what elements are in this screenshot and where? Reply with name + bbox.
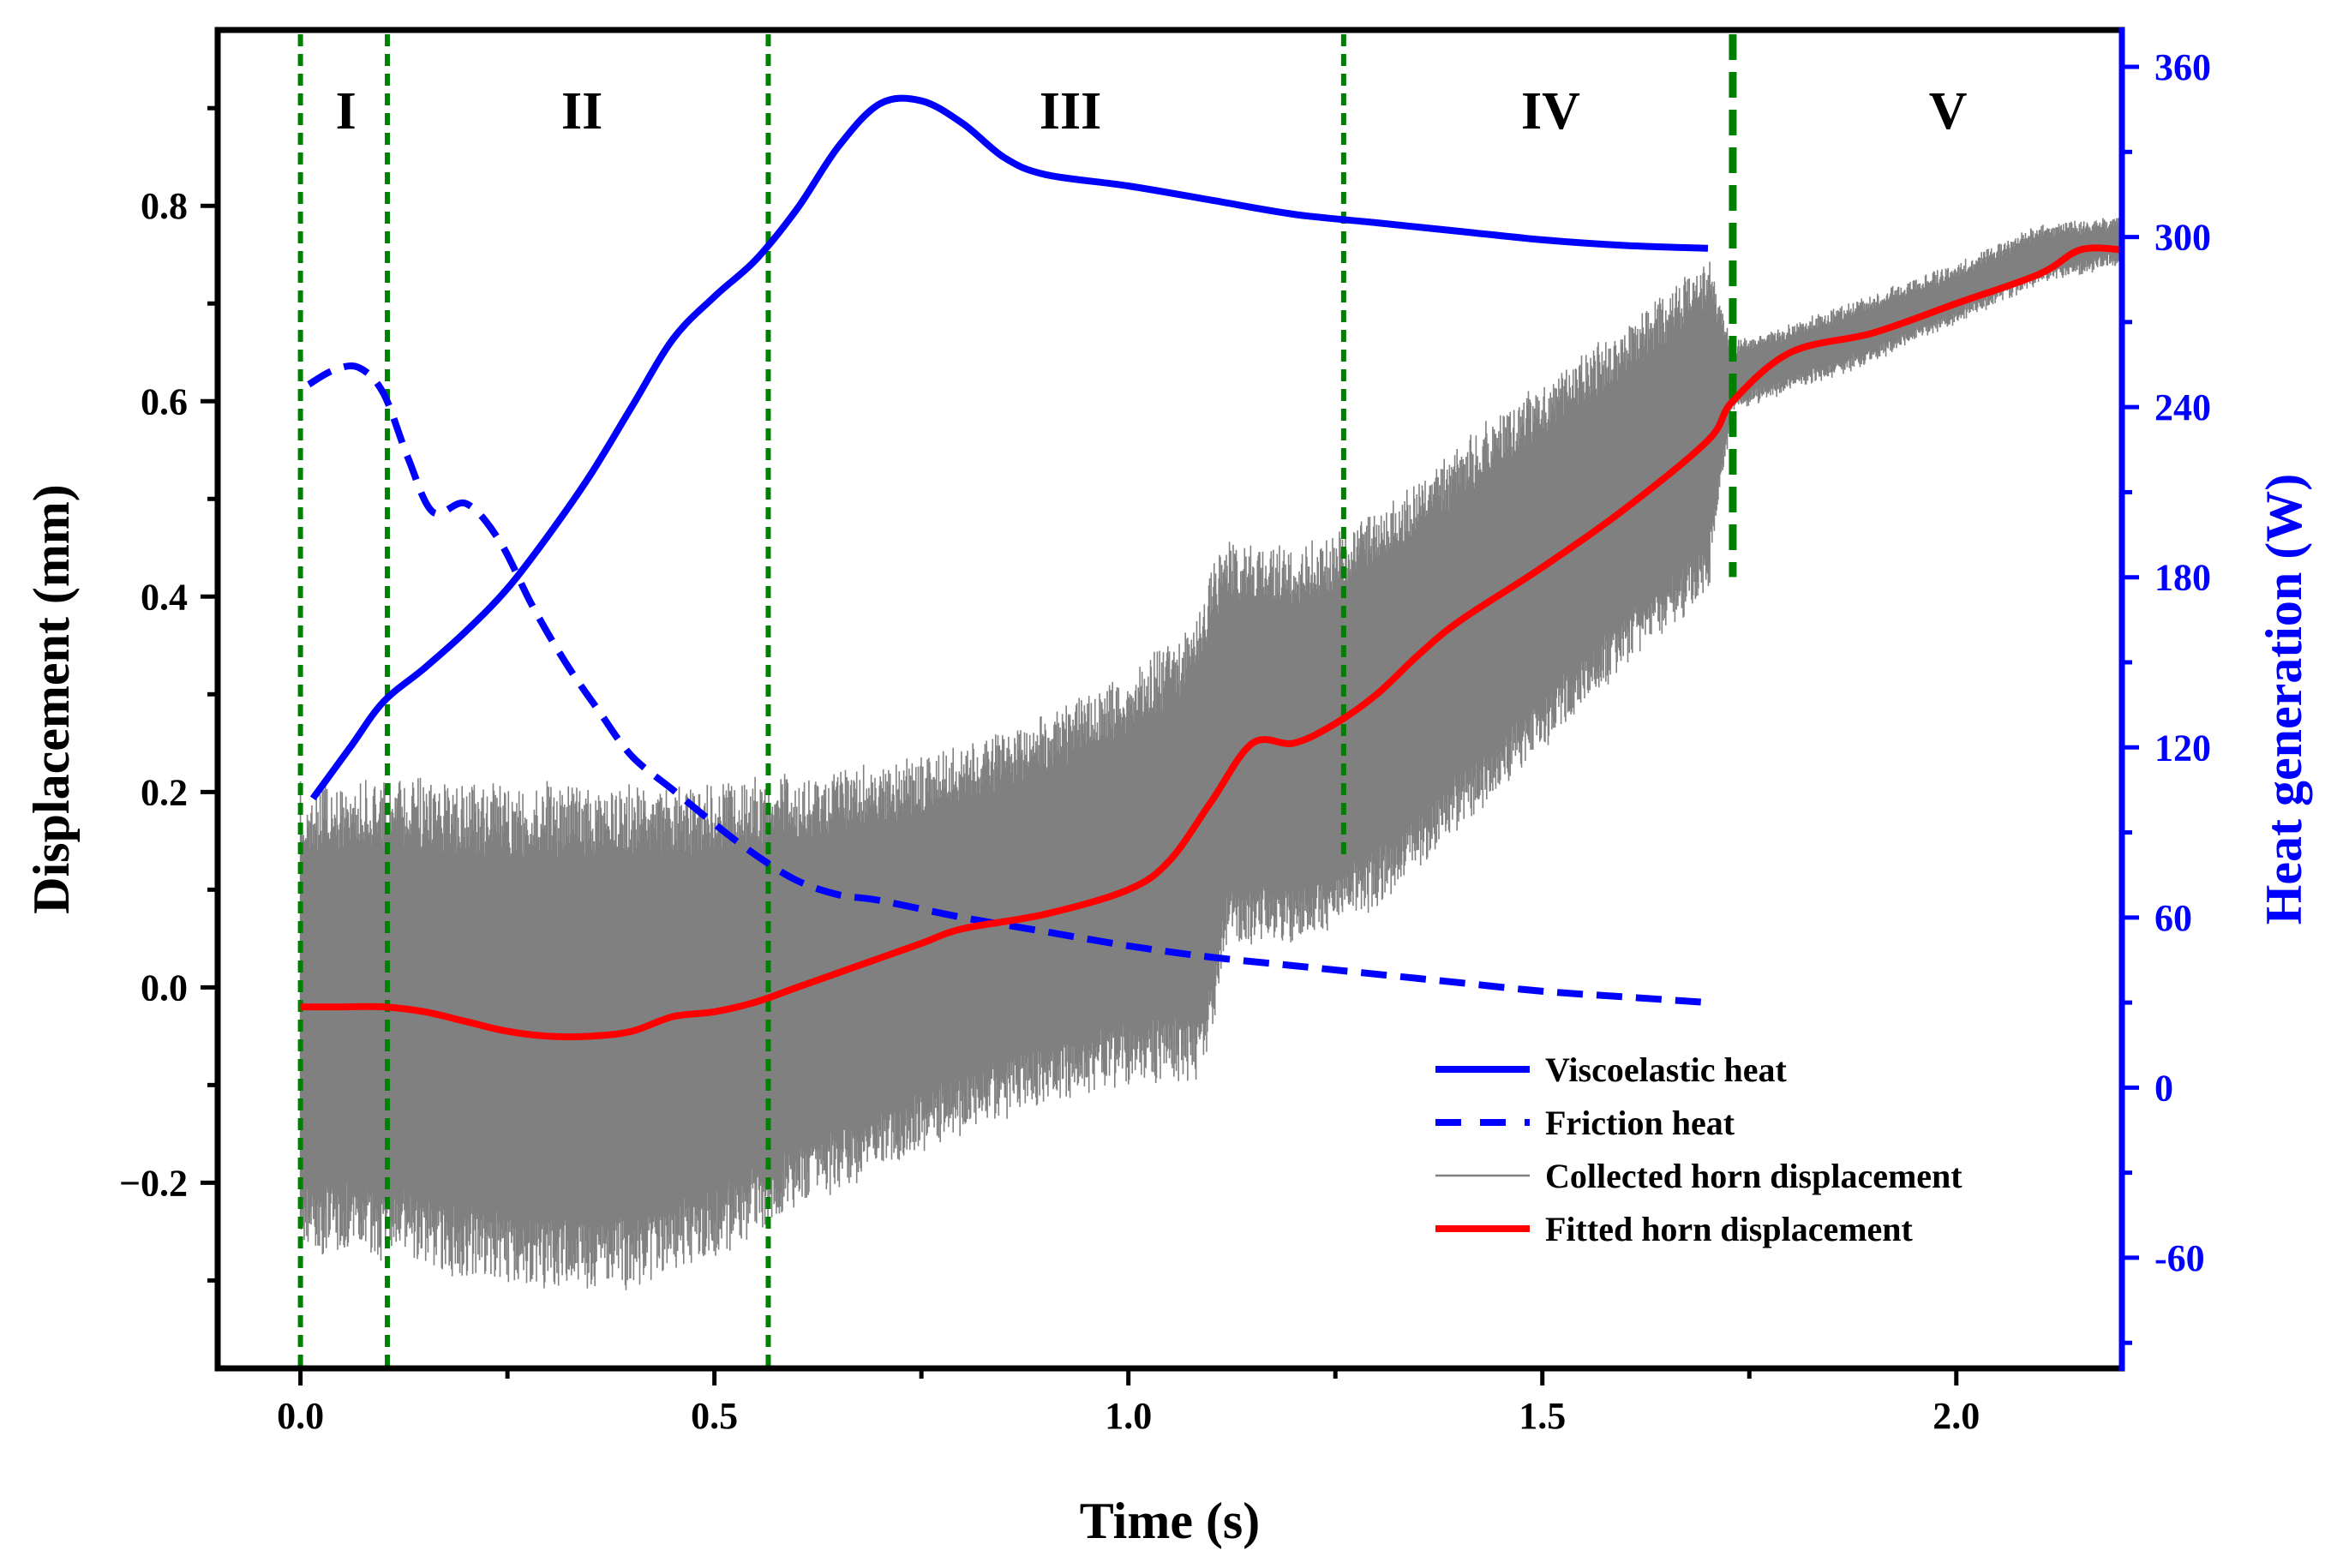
x-tick-label: 1.0 [1105, 1395, 1152, 1437]
x-tick-label: 0.0 [277, 1395, 324, 1437]
legend: Viscoelastic heat Friction heat Collected … [1435, 1050, 1962, 1248]
y-right-tick-label: 60 [2154, 897, 2192, 939]
tick-layer: 0.0 0.5 1.0 1.5 2.0 −0.2 0.0 0.2 0.4 0.6 0.8 -60 0 60… [119, 46, 2211, 1437]
phase-label: II [561, 82, 602, 141]
y-right-tick-label: 0 [2154, 1067, 2173, 1109]
y-right-tick-label: 240 [2154, 386, 2211, 428]
legend-label: Fitted horn displacement [1545, 1210, 1914, 1248]
y-axis-right-title: Heat generation (W) [2256, 474, 2312, 925]
collected-displacement-layer [299, 218, 2123, 1290]
y-left-tick-label: 0.6 [141, 380, 188, 422]
y-left-tick-label: 0.2 [141, 771, 188, 813]
y-left-tick-label: 0.8 [141, 185, 188, 227]
phase-label: IV [1521, 82, 1580, 141]
fitted-horn-displacement-series [300, 244, 2123, 1041]
y-right-tick-label: 180 [2154, 557, 2211, 599]
y-right-tick-label: 360 [2154, 46, 2211, 88]
phase-boundary-layer [297, 34, 1737, 1368]
series-line-layer [300, 94, 2123, 1041]
y-left-tick-label: 0.4 [141, 576, 188, 618]
legend-label: Viscoelastic heat [1545, 1050, 1787, 1089]
x-tick-label: 1.5 [1519, 1395, 1566, 1437]
y-left-tick-label: 0.0 [141, 967, 188, 1008]
legend-label: Friction heat [1545, 1104, 1735, 1142]
phase-label: III [1040, 82, 1101, 141]
collected-horn-displacement-series [299, 218, 2123, 1290]
friction-heat-series [307, 362, 1709, 1007]
y-left-tick-label: −0.2 [119, 1162, 188, 1204]
phase-label: I [336, 82, 357, 141]
y-right-tick-label: 300 [2154, 217, 2211, 259]
viscoelastic-heat-series [309, 94, 1709, 801]
y-right-tick-label: -60 [2154, 1237, 2205, 1279]
x-tick-label: 2.0 [1933, 1395, 1980, 1437]
x-axis-title: Time (s) [1080, 1493, 1261, 1549]
phase-label: V [1929, 82, 1968, 141]
x-tick-label: 0.5 [691, 1395, 738, 1437]
legend-label: Collected horn displacement [1545, 1157, 1962, 1195]
y-right-tick-label: 120 [2154, 727, 2211, 769]
y-axis-left-title: Displacement (mm) [23, 484, 80, 914]
phase-label-layer: I II III IV V [336, 82, 1968, 141]
axis-layer [214, 27, 2125, 1372]
